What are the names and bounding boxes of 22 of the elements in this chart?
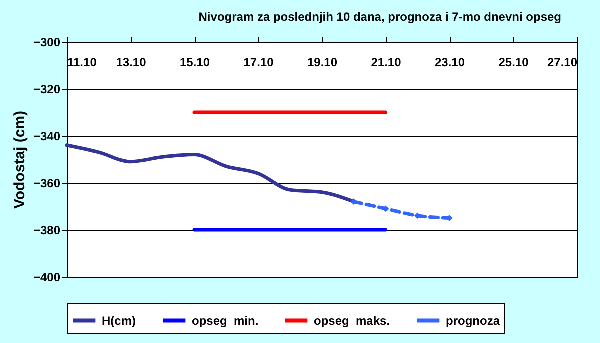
- x-tick-label: 21.10: [371, 56, 402, 70]
- y-tick-label: −340: [33, 130, 61, 144]
- y-tick-label: −380: [33, 224, 61, 238]
- x-tick-label: 11.10: [68, 56, 98, 70]
- y-tick-label: −400: [33, 270, 61, 284]
- legend-label: opseg_min.: [192, 314, 259, 328]
- y-tick-label: −300: [33, 36, 61, 50]
- legend-label: opseg_maks.: [314, 314, 390, 328]
- chart-title: Nivogram za poslednjih 10 dana, prognoza i 7-mo dnevni opseg: [198, 10, 562, 24]
- x-tick-label: 13.10: [116, 56, 147, 70]
- x-tick-label: 17.10: [244, 56, 274, 70]
- x-tick-label: 27.10: [547, 56, 578, 70]
- y-tick-label: −320: [33, 82, 61, 96]
- x-tick-label: 25.10: [498, 56, 530, 70]
- y-tick-label: −360: [33, 176, 61, 190]
- legend-label: H(cm): [102, 314, 136, 328]
- line-series: [65, 144, 356, 204]
- x-tick-label: 15.10: [180, 56, 210, 70]
- x-tick-label: 23.10: [434, 56, 466, 70]
- x-tick-label: 19.10: [307, 56, 338, 70]
- legend-label: prognoza: [446, 314, 500, 328]
- y-axis-title: Vodostaj (cm): [11, 110, 28, 210]
